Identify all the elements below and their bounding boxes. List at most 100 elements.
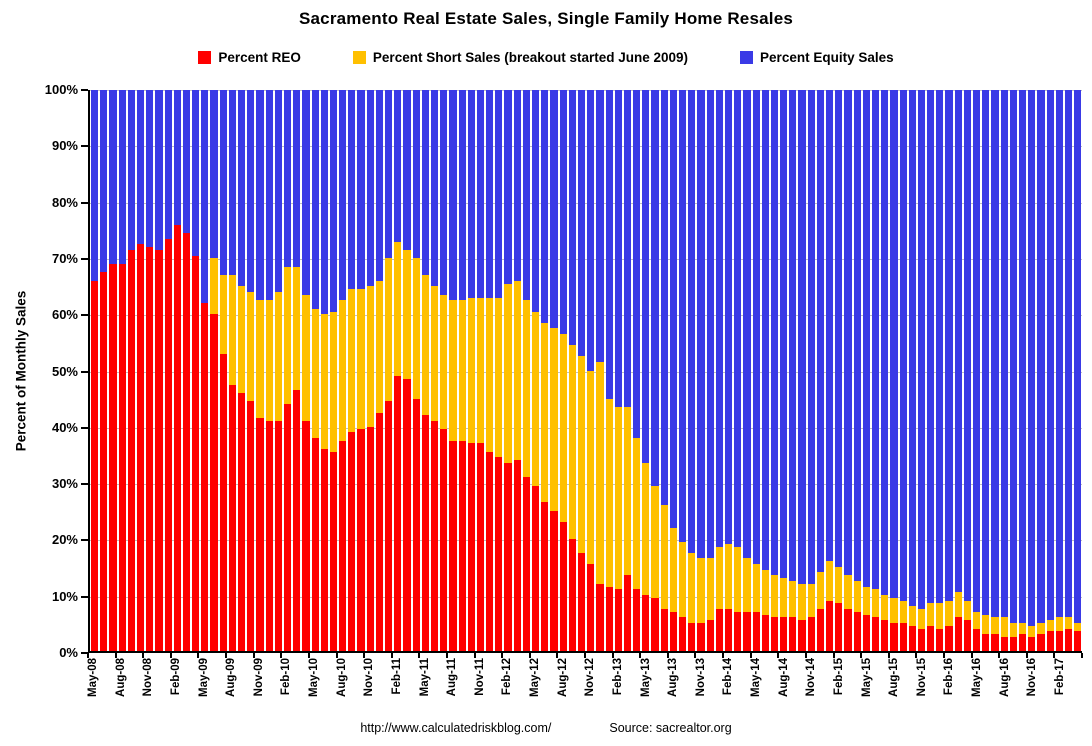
bar-segment-equity bbox=[908, 90, 916, 607]
bar-segment-reo bbox=[1009, 636, 1017, 651]
bar-segment-short-sales bbox=[1028, 625, 1036, 637]
bar-Jan-11 bbox=[384, 90, 393, 651]
bar-segment-reo bbox=[522, 477, 530, 651]
bar-segment-equity bbox=[329, 90, 338, 312]
x-label-slot bbox=[763, 658, 771, 697]
bar-segment-short-sales bbox=[752, 564, 760, 612]
bar-segment-reo bbox=[614, 589, 622, 651]
bar-segment-equity bbox=[954, 90, 962, 593]
x-label-slot: Aug-09 bbox=[225, 658, 238, 697]
bar-Apr-09 bbox=[191, 90, 200, 651]
bar-segment-equity bbox=[651, 90, 659, 486]
x-tick-label-Aug-14: Aug-14 bbox=[777, 658, 790, 697]
x-tick-mark bbox=[169, 653, 172, 658]
bar-segment-reo bbox=[274, 421, 282, 651]
bar-Jul-15 bbox=[880, 90, 889, 651]
x-tick-mark bbox=[142, 653, 145, 658]
x-label-slot: May-14 bbox=[750, 658, 763, 697]
bar-May-16 bbox=[972, 90, 981, 651]
bar-segment-short-sales bbox=[348, 289, 356, 433]
footer-url: http://www.calculatedriskblog.com/ bbox=[360, 721, 552, 735]
x-label-slot bbox=[569, 658, 577, 697]
bar-segment-short-sales bbox=[706, 558, 714, 621]
bar-Aug-12 bbox=[559, 90, 568, 651]
bar-segment-reo bbox=[734, 611, 742, 651]
bar-segment-reo bbox=[605, 586, 613, 651]
bar-segment-short-sales bbox=[504, 283, 512, 464]
x-tick-mark bbox=[970, 653, 973, 658]
bar-segment-reo bbox=[568, 538, 576, 651]
y-tick-mark-100 bbox=[81, 89, 88, 91]
bar-segment-equity bbox=[715, 90, 723, 548]
x-label-slot: May-09 bbox=[198, 658, 211, 697]
gridline-10 bbox=[90, 596, 1082, 598]
bar-segment-equity bbox=[283, 90, 292, 267]
bar-segment-reo bbox=[798, 620, 806, 651]
bar-segment-short-sales bbox=[991, 617, 999, 635]
bar-segment-reo bbox=[945, 625, 953, 651]
x-tick-mark bbox=[1025, 653, 1028, 658]
x-label-slot: Aug-15 bbox=[888, 658, 901, 697]
x-label-slot bbox=[928, 658, 936, 697]
y-tick-label-50: 50% bbox=[51, 363, 78, 379]
x-tick-mark bbox=[197, 653, 200, 658]
y-tick-mark-50 bbox=[81, 370, 88, 373]
bar-segment-equity bbox=[136, 90, 145, 245]
bar-segment-short-sales bbox=[403, 249, 411, 379]
bar-segment-equity bbox=[513, 90, 521, 281]
bar-segment-short-sales bbox=[1064, 617, 1073, 629]
bar-Jul-11 bbox=[439, 90, 448, 651]
bar-Mar-13 bbox=[623, 90, 632, 651]
bar-segment-equity bbox=[449, 90, 457, 301]
bar-segment-equity bbox=[890, 90, 898, 598]
bar-segment-equity bbox=[605, 90, 613, 399]
plot-area bbox=[88, 90, 1082, 653]
x-tick-mark bbox=[887, 653, 890, 658]
y-tick-label-60: 60% bbox=[51, 307, 78, 323]
bar-segment-equity bbox=[486, 90, 494, 298]
bar-Dec-13 bbox=[706, 90, 715, 651]
bar-Aug-15 bbox=[889, 90, 898, 651]
bar-segment-equity bbox=[835, 90, 843, 567]
x-label-slot: Feb-13 bbox=[612, 658, 625, 697]
bar-segment-reo bbox=[862, 614, 870, 651]
x-label-slot bbox=[238, 658, 246, 697]
bar-segment-equity bbox=[155, 90, 163, 250]
bar-segment-short-sales bbox=[532, 311, 540, 486]
bar-segment-reo bbox=[917, 628, 926, 651]
bars bbox=[90, 90, 1082, 651]
x-label-slot: May-13 bbox=[640, 658, 653, 697]
bar-segment-short-sales bbox=[394, 241, 402, 377]
bar-Feb-13 bbox=[614, 90, 623, 651]
y-tick-mark-60 bbox=[81, 314, 88, 317]
bar-segment-short-sales bbox=[375, 280, 383, 413]
y-tick-label-0: 0% bbox=[59, 645, 78, 660]
bar-Jul-14 bbox=[770, 90, 779, 651]
x-label-slot: May-15 bbox=[861, 658, 874, 697]
bar-segment-short-sales bbox=[486, 297, 494, 452]
x-label-slot bbox=[459, 658, 467, 697]
bar-Nov-11 bbox=[476, 90, 485, 651]
bar-segment-equity bbox=[917, 90, 926, 609]
bar-Jan-10 bbox=[274, 90, 283, 651]
bar-segment-equity bbox=[522, 90, 530, 301]
bar-segment-reo bbox=[688, 622, 696, 651]
footer-source: Source: sacrealtor.org bbox=[609, 721, 732, 735]
bar-segment-equity bbox=[724, 90, 733, 545]
bar-segment-equity bbox=[238, 90, 246, 287]
x-tick-mark bbox=[87, 653, 89, 658]
bar-segment-short-sales bbox=[660, 505, 668, 609]
x-tick-label-Nov-11: Nov-11 bbox=[473, 658, 486, 696]
bar-Mar-10 bbox=[292, 90, 301, 651]
bar-segment-short-sales bbox=[936, 603, 944, 629]
bar-Feb-11 bbox=[393, 90, 402, 651]
bar-segment-short-sales bbox=[908, 606, 916, 626]
y-tick-label-100: 100% bbox=[44, 82, 78, 97]
bar-segment-reo bbox=[844, 608, 852, 651]
y-tick-mark-0 bbox=[81, 652, 88, 654]
bar-segment-short-sales bbox=[623, 406, 632, 576]
x-label-slot bbox=[265, 658, 273, 697]
bar-Sep-13 bbox=[678, 90, 687, 651]
bar-segment-equity bbox=[91, 90, 99, 281]
x-label-slot bbox=[624, 658, 632, 697]
